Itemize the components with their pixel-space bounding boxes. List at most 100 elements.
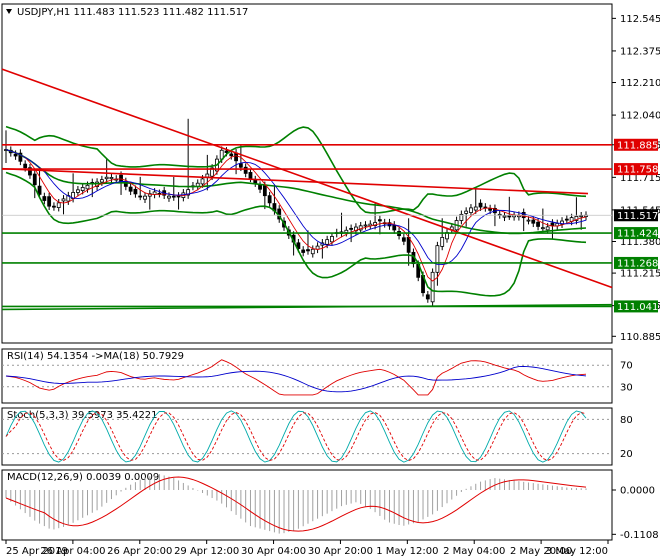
candle-body xyxy=(56,202,61,208)
candle-body xyxy=(176,195,181,198)
time-tick-label: 3 May 12:00 xyxy=(546,546,608,557)
candle-body xyxy=(109,177,114,180)
rsi-ma-line xyxy=(5,366,587,393)
candle-body xyxy=(401,237,406,242)
candle-body xyxy=(564,218,569,221)
candle-body xyxy=(502,215,507,218)
time-tick-label: 29 Apr 12:00 xyxy=(174,546,239,557)
candle-body xyxy=(330,236,334,243)
candle-body xyxy=(373,222,377,226)
level-tag-text-111.758: 111.758 xyxy=(617,165,658,176)
time-tick-label: 25 Apr 2019 xyxy=(6,546,68,557)
candle-body xyxy=(238,163,243,168)
candle-body xyxy=(473,206,478,211)
candle-body xyxy=(80,187,85,191)
level-tag-111.268 xyxy=(614,256,658,269)
stoch-d-line xyxy=(5,411,587,462)
time-tick-label: 30 Apr 20:00 xyxy=(308,546,373,557)
moving-average-fast xyxy=(5,149,587,282)
candle-body xyxy=(325,239,330,245)
bollinger-upper-band xyxy=(5,125,587,214)
candle-body xyxy=(363,224,368,227)
candle-body xyxy=(262,184,267,197)
level-tag-text-111.041: 111.041 xyxy=(617,302,658,313)
candle-body xyxy=(23,163,28,169)
price-pane-frame xyxy=(1,3,613,344)
rsi-label: RSI(14) 54.1354 ->MA(18) 50.7929 xyxy=(7,351,184,362)
level-tag-text-111.268: 111.268 xyxy=(617,258,658,269)
time-tick-label: 2 May 04:00 xyxy=(443,546,505,557)
candle-body xyxy=(133,188,138,195)
time-tick-label: 30 Apr 04:00 xyxy=(241,546,306,557)
price-tick-label: 112.545 xyxy=(620,14,660,25)
candle-body xyxy=(143,195,147,200)
candle-body xyxy=(574,215,579,221)
time-tick-label: 26 Apr 04:00 xyxy=(40,546,105,557)
price-tick-label: 111.215 xyxy=(620,269,660,280)
candle-body xyxy=(85,184,90,190)
candle-body xyxy=(478,202,483,208)
candle-body xyxy=(560,220,564,225)
candle-body xyxy=(258,184,262,190)
candle-body xyxy=(435,245,440,273)
candle-body xyxy=(430,271,435,303)
candle-body xyxy=(267,195,272,204)
price-tick-label: 110.885 xyxy=(620,332,660,343)
candle-body xyxy=(488,208,493,211)
candle-body xyxy=(526,219,531,222)
current-price-tag-text: 111.517 xyxy=(617,211,658,222)
candle-body xyxy=(392,224,397,231)
level-tag-111.424 xyxy=(614,227,658,240)
candle-body xyxy=(28,167,32,176)
candle-body xyxy=(459,213,464,221)
candle-body xyxy=(296,242,301,249)
level-tag-text-111.424: 111.424 xyxy=(617,229,658,240)
candle-body xyxy=(104,176,109,180)
time-tick-label: 2 May 20:00 xyxy=(510,546,572,557)
candle-body xyxy=(469,207,473,213)
candle-body xyxy=(425,294,430,300)
candle-body xyxy=(61,198,66,202)
candle-body xyxy=(306,249,310,252)
candle-body xyxy=(42,196,47,201)
candle-body xyxy=(464,210,469,214)
candle-body xyxy=(531,219,536,224)
time-tick-label: 1 May 12:00 xyxy=(376,546,438,557)
stoch-pane-frame xyxy=(1,407,613,466)
candle-body xyxy=(47,196,52,207)
candle-body xyxy=(224,150,229,153)
chart-title: USDJPY,H1 111.483 111.523 111.482 111.51… xyxy=(17,7,248,18)
candle-body xyxy=(349,227,354,230)
macd-label: MACD(12,26,9) 0.0039 0.0009 xyxy=(7,472,159,483)
rsi-level-label: 30 xyxy=(620,382,633,393)
descending-trendline xyxy=(1,68,613,289)
candle-body xyxy=(147,193,152,197)
level-tag-111.758 xyxy=(614,163,658,176)
rsi-pane-frame xyxy=(1,348,613,404)
price-tick-label: 111.715 xyxy=(620,173,660,184)
candle-body xyxy=(99,179,104,183)
time-tick-label: 26 Apr 20:00 xyxy=(107,546,172,557)
candle-body xyxy=(301,249,306,253)
resistance-trendline xyxy=(1,167,589,195)
macd-pane-frame xyxy=(1,469,613,541)
candle-body xyxy=(186,189,191,196)
bollinger-lower-band xyxy=(5,171,587,297)
candle-body xyxy=(354,226,358,232)
macd-tick-label: -0.1108 xyxy=(620,530,659,541)
candle-body xyxy=(536,221,540,227)
candle-body xyxy=(167,195,171,199)
level-tag-111.041 xyxy=(614,300,658,313)
candle-body xyxy=(18,152,23,162)
price-tick-label: 111.380 xyxy=(620,237,660,248)
candle-body xyxy=(406,237,411,253)
candle-body xyxy=(52,205,56,208)
candle-body xyxy=(205,173,210,178)
candle-body xyxy=(315,245,320,250)
candle-body xyxy=(229,153,234,157)
price-tick-label: 112.040 xyxy=(620,111,660,122)
candle-body xyxy=(128,186,133,192)
dropdown-triangle-icon[interactable] xyxy=(6,9,12,14)
moving-average-slow xyxy=(5,148,587,235)
